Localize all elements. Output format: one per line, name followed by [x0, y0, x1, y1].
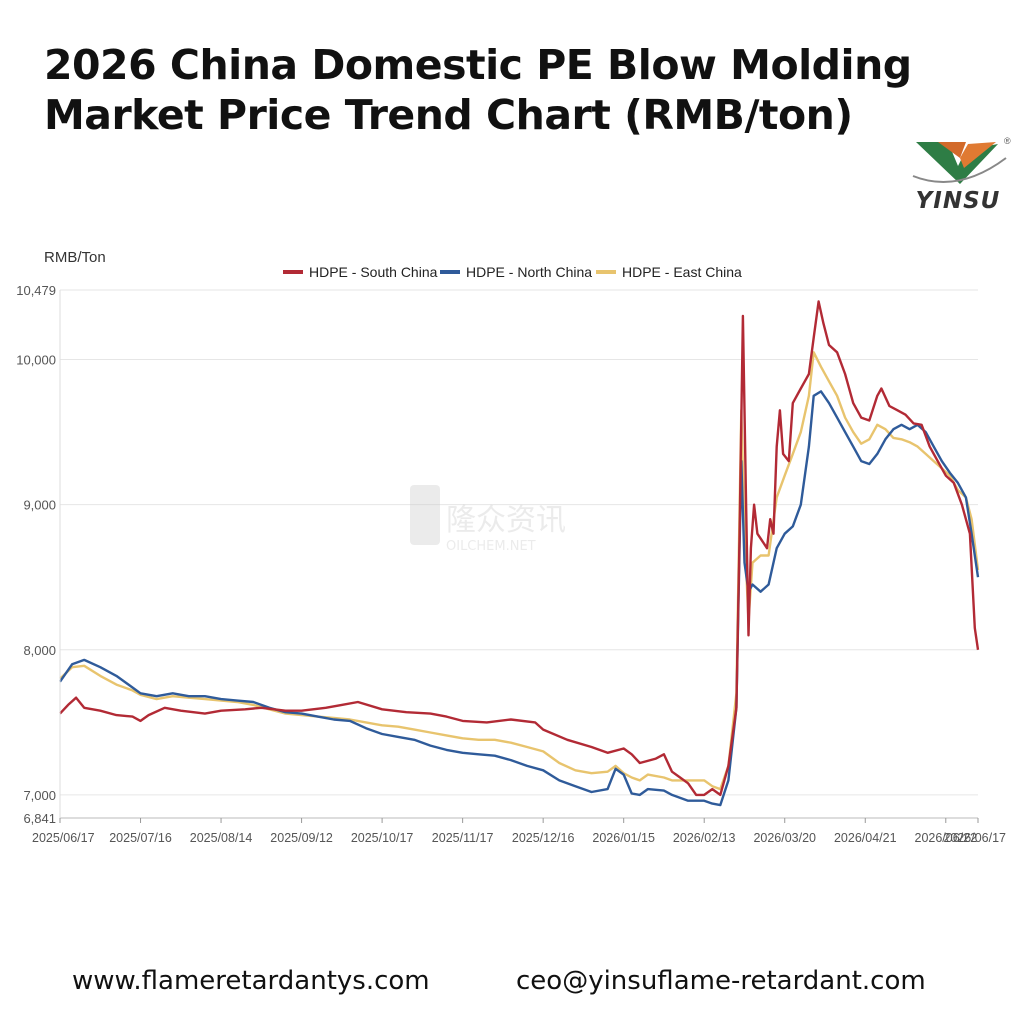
- yinsu-logo: YINSU ®: [908, 136, 1020, 222]
- watermark: 隆众资讯 OILCHEM.NET: [410, 485, 566, 554]
- footer-website[interactable]: www.flameretardantys.com: [72, 966, 430, 996]
- legend-label-north: HDPE - North China: [466, 264, 592, 280]
- series-line-north: [59, 390, 980, 807]
- y-tick-label: 10,479: [16, 283, 56, 298]
- y-tick-label: 7,000: [23, 788, 56, 803]
- x-tick-label: 2026/02/13: [673, 831, 736, 845]
- x-tick-label: 2025/07/16: [109, 831, 172, 845]
- x-tick-label: 2025/12/16: [512, 831, 575, 845]
- y-axis-label: RMB/Ton: [44, 249, 106, 266]
- y-tick-label: 10,000: [16, 353, 56, 368]
- title-line-2: Market Price Trend Chart (RMB/ton): [44, 91, 853, 139]
- logo-wordmark: YINSU: [915, 188, 1001, 214]
- title-line-1: 2026 China Domestic PE Blow Molding: [44, 41, 912, 89]
- series-layer: [59, 300, 980, 807]
- price-trend-chart: 隆众资讯 OILCHEM.NET 6,841 7,000 8,000 9,000 10,…: [16, 249, 1006, 845]
- x-tick-label: 2026/01/15: [592, 831, 655, 845]
- chart-title: 2026 China Domestic PE Blow Molding Mark…: [44, 40, 944, 140]
- watermark-en: OILCHEM.NET: [446, 539, 536, 554]
- watermark-cn: 隆众资讯: [446, 503, 566, 538]
- logo-v-icon: [912, 142, 1007, 184]
- legend-label-east: HDPE - East China: [622, 264, 742, 280]
- footer-email[interactable]: ceo@yinsuflame-retardant.com: [516, 966, 926, 996]
- x-tick-label: 2026/03/20: [753, 831, 816, 845]
- axis-layer: 6,841 7,000 8,000 9,000 10,000 10,479 2025/06/…: [16, 283, 1006, 845]
- legend-label-south: HDPE - South China: [309, 264, 438, 280]
- series-line-south: [59, 300, 980, 797]
- y-tick-label: 9,000: [23, 498, 56, 513]
- x-tick-label: 2026/04/21: [834, 831, 897, 845]
- footer: www.flameretardantys.com ceo@yinsuflame-…: [0, 966, 1024, 1006]
- x-tick-label: 2025/11/17: [432, 831, 494, 845]
- series-line-east: [59, 351, 980, 791]
- x-tick-label: 2026/06/22: [915, 831, 978, 845]
- logo-registered-mark: ®: [1004, 136, 1011, 146]
- x-tick-label: 2025/09/12: [270, 831, 333, 845]
- x-tick-label: 2025/10/17: [351, 831, 414, 845]
- chart-area: 隆众资讯 OILCHEM.NET 6,841 7,000 8,000 9,000 10,…: [0, 230, 1024, 890]
- y-tick-label: 8,000: [23, 643, 56, 658]
- y-tick-label: 6,841: [23, 811, 56, 826]
- grid-layer: [60, 289, 978, 819]
- x-tick-label: 2026/06/17: [943, 831, 1006, 845]
- x-tick-label: 2025/06/17: [32, 831, 95, 845]
- watermark-logo-icon: [410, 485, 440, 545]
- x-tick-label: 2025/08/14: [190, 831, 253, 845]
- legend: HDPE - South China HDPE - North China HDPE…: [283, 264, 742, 280]
